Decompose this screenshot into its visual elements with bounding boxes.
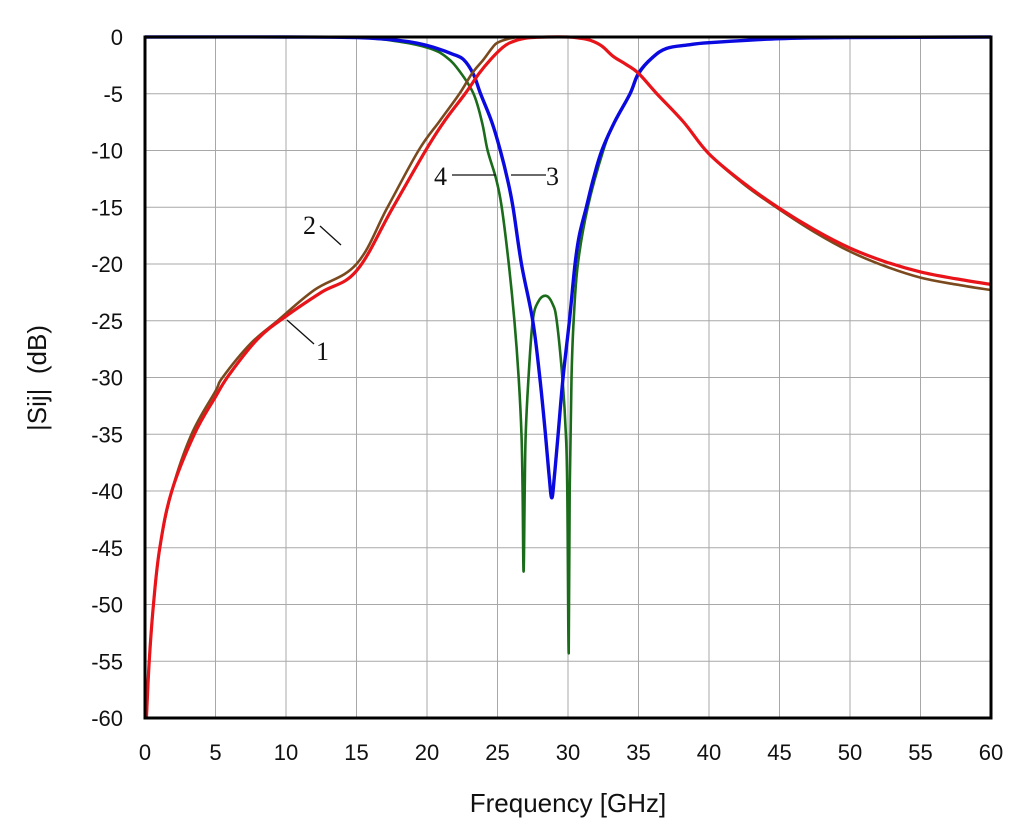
- curve-label-1: 1: [316, 337, 329, 366]
- x-tick-label: 50: [838, 740, 862, 765]
- plot-frame: [143, 35, 993, 720]
- curve-label-2: 2: [303, 211, 316, 240]
- annotation-2: 2: [303, 211, 342, 246]
- curve-label-4: 4: [434, 162, 447, 191]
- curve-label-3: 3: [546, 162, 559, 191]
- x-tick-label: 20: [415, 740, 439, 765]
- y-tick-label: -20: [91, 252, 123, 277]
- annotation-1: 1: [286, 319, 329, 366]
- y-tick-label: -25: [91, 309, 123, 334]
- y-tick-label: -30: [91, 366, 123, 391]
- x-axis-title: Frequency [GHz]: [470, 788, 667, 818]
- x-tick-label: 35: [626, 740, 650, 765]
- x-tick-label: 45: [767, 740, 791, 765]
- x-tick-labels: 0 5 10 15 20 25 30 35 40 45 50 55 60: [139, 740, 1003, 765]
- x-tick-label: 0: [139, 740, 151, 765]
- x-tick-label: 5: [209, 740, 221, 765]
- grid-lines: [145, 37, 991, 718]
- x-tick-label: 25: [485, 740, 509, 765]
- y-tick-labels: 0 -5 -10 -15 -20 -25 -30 -35 -40 -45 -50 -55 -60: [91, 25, 123, 731]
- series-line-1: [145, 35, 991, 718]
- annotation-4: 4: [434, 162, 496, 191]
- y-tick-label: -45: [91, 536, 123, 561]
- y-tick-label: -40: [91, 479, 123, 504]
- y-tick-label: -55: [91, 649, 123, 674]
- y-tick-label: -10: [91, 139, 123, 164]
- y-tick-label: -50: [91, 593, 123, 618]
- x-tick-label: 15: [344, 740, 368, 765]
- annotation-3: 3: [511, 162, 559, 191]
- y-tick-label: -5: [103, 82, 123, 107]
- x-tick-label: 60: [979, 740, 1003, 765]
- x-tick-label: 10: [274, 740, 298, 765]
- y-axis-title: |Sij| (dB): [22, 325, 52, 431]
- x-tick-label: 30: [556, 740, 580, 765]
- leader-line-1: [286, 319, 315, 345]
- y-tick-label: -35: [91, 422, 123, 447]
- x-tick-label: 40: [697, 740, 721, 765]
- x-tick-label: 55: [908, 740, 932, 765]
- y-tick-label: 0: [111, 25, 123, 50]
- y-tick-label: -15: [91, 195, 123, 220]
- y-tick-label: -60: [91, 706, 123, 731]
- leader-line-2: [319, 225, 342, 246]
- series-layer: [145, 35, 991, 718]
- series-line-3: [145, 35, 991, 500]
